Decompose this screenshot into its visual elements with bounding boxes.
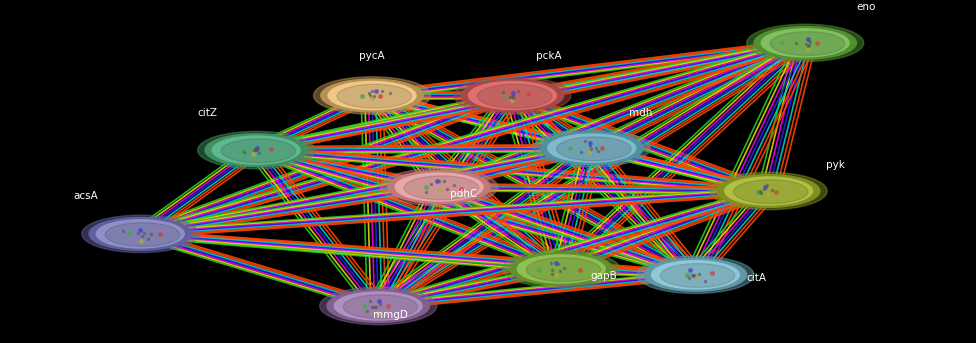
Circle shape xyxy=(761,29,849,57)
Circle shape xyxy=(381,168,498,206)
Circle shape xyxy=(337,84,412,108)
Circle shape xyxy=(344,295,418,319)
Text: mmgD: mmgD xyxy=(373,310,408,320)
Circle shape xyxy=(747,24,864,62)
Text: pyk: pyk xyxy=(827,160,845,170)
Circle shape xyxy=(503,250,620,288)
Circle shape xyxy=(644,258,747,291)
Text: eno: eno xyxy=(857,2,875,12)
Circle shape xyxy=(205,134,307,166)
Circle shape xyxy=(328,81,416,109)
Circle shape xyxy=(395,173,483,201)
Circle shape xyxy=(454,77,571,114)
Circle shape xyxy=(541,132,643,165)
Circle shape xyxy=(753,26,857,59)
Circle shape xyxy=(660,263,735,287)
Circle shape xyxy=(105,223,180,247)
Circle shape xyxy=(636,256,754,294)
Circle shape xyxy=(770,32,845,56)
Text: acsA: acsA xyxy=(73,191,98,201)
Circle shape xyxy=(97,220,184,248)
Circle shape xyxy=(82,215,199,252)
Circle shape xyxy=(510,252,613,285)
Circle shape xyxy=(734,180,808,204)
Text: pycA: pycA xyxy=(359,51,385,61)
Circle shape xyxy=(461,79,564,112)
Text: pckA: pckA xyxy=(536,51,562,61)
Circle shape xyxy=(526,258,601,282)
Circle shape xyxy=(197,131,314,169)
Circle shape xyxy=(717,175,820,208)
Circle shape xyxy=(468,81,556,109)
Text: citZ: citZ xyxy=(197,108,218,118)
Circle shape xyxy=(212,136,300,164)
Text: pdhC: pdhC xyxy=(450,189,477,200)
Text: mdh: mdh xyxy=(629,108,652,118)
Circle shape xyxy=(517,255,605,283)
Text: citA: citA xyxy=(747,273,766,283)
Circle shape xyxy=(334,292,423,320)
Text: gapB: gapB xyxy=(590,271,617,281)
Circle shape xyxy=(320,287,437,325)
Circle shape xyxy=(533,129,650,167)
Circle shape xyxy=(321,79,424,112)
Circle shape xyxy=(89,217,191,250)
Circle shape xyxy=(387,171,490,203)
Circle shape xyxy=(477,84,552,108)
Circle shape xyxy=(556,137,631,161)
Circle shape xyxy=(711,172,827,210)
Circle shape xyxy=(404,176,479,200)
Circle shape xyxy=(327,289,429,322)
Circle shape xyxy=(313,77,430,114)
Circle shape xyxy=(724,177,812,205)
Circle shape xyxy=(548,134,635,162)
Circle shape xyxy=(221,139,296,163)
Circle shape xyxy=(652,261,740,289)
